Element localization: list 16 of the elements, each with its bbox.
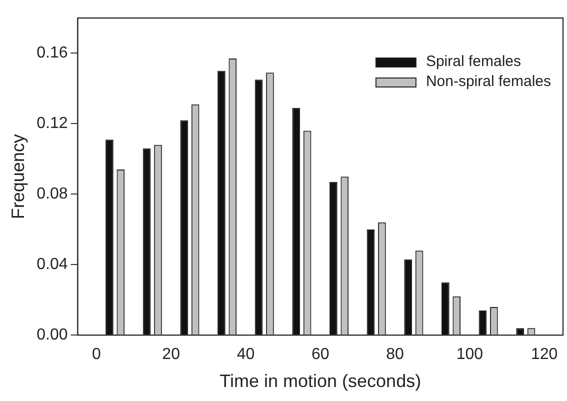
x-axis-title: Time in motion (seconds): [220, 371, 422, 392]
x-tick-label: 20: [162, 346, 180, 364]
legend-label: Non-spiral females: [426, 73, 551, 90]
y-axis-title: Frequency: [8, 134, 28, 220]
x-tick-label: 60: [311, 346, 330, 364]
x-tick-label: 40: [236, 346, 255, 364]
y-tick-label: 0.08: [36, 186, 68, 203]
x-tick-label: 100: [456, 346, 484, 364]
x-tick-label: 0: [92, 346, 101, 364]
x-tick-label: 120: [530, 346, 558, 364]
y-tick-label: 0.00: [36, 326, 68, 344]
y-tick-label: 0.12: [36, 115, 68, 132]
x-tick-label: 80: [386, 346, 404, 364]
y-tick-label: 0.04: [36, 256, 68, 274]
y-tick-label: 0.16: [36, 44, 68, 62]
legend-label: Spiral females: [426, 53, 521, 70]
